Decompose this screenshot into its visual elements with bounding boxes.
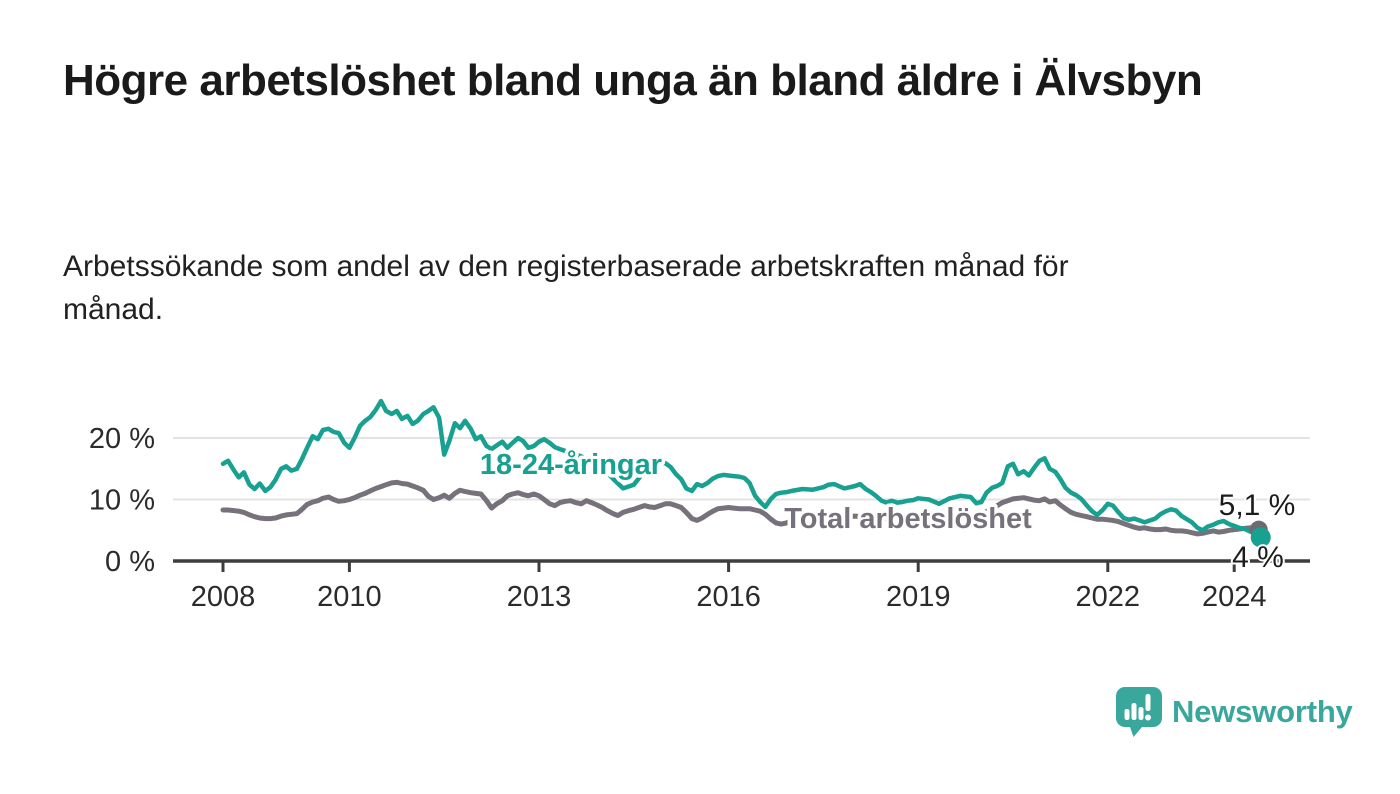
exclamation-bar: [1145, 694, 1151, 711]
end-value-label-total: 5,1 %: [1219, 489, 1296, 522]
page-title: Högre arbetslöshet bland unga än bland ä…: [63, 56, 1203, 105]
series-label-young: 18-24-åringar: [480, 449, 662, 481]
x-tick-label-2008: 2008: [191, 581, 256, 613]
line-young-18-24: [220, 398, 1263, 539]
series-label-total: Total arbetslöshet: [784, 503, 1032, 535]
end-dots: [1249, 520, 1271, 548]
newsworthy-speech-bubble-icon: [1116, 687, 1162, 737]
end-dot-young: [1250, 527, 1271, 548]
series-lines: [220, 398, 1264, 539]
bar-chart-glyph: [1124, 694, 1151, 721]
axis-tick-labels: 2008 2010 2013 2016 2019 2022 2024 0 % 10 % 20 %: [89, 423, 1267, 613]
newsworthy-logo: Newsworthy: [1115, 686, 1353, 738]
end-value-label-young: 4 %: [1232, 541, 1284, 574]
x-tick-label-2024: 2024: [1202, 581, 1267, 613]
x-tick-label-2022: 2022: [1076, 581, 1141, 613]
annotations: 18-24-åringar Total arbetslöshet 5,1 % 4…: [476, 446, 1297, 577]
x-axis: [173, 559, 1310, 572]
y-tick-label-10: 10 %: [89, 485, 155, 517]
y-tick-label-0: 0 %: [105, 546, 155, 578]
gridlines: [173, 437, 1310, 501]
x-tick-label-2013: 2013: [507, 581, 572, 613]
y-tick-label-20: 20 %: [89, 423, 155, 455]
x-tick-label-2016: 2016: [696, 581, 761, 613]
exclamation-dot: [1145, 714, 1151, 721]
logo-wordmark: Newsworthy: [1172, 694, 1353, 729]
x-tick-label-2010: 2010: [317, 581, 382, 613]
line-total: [220, 479, 1264, 537]
x-tick-label-2019: 2019: [886, 581, 951, 613]
chart-subtitle: Arbetssökande som andel av den registerb…: [63, 250, 1069, 326]
